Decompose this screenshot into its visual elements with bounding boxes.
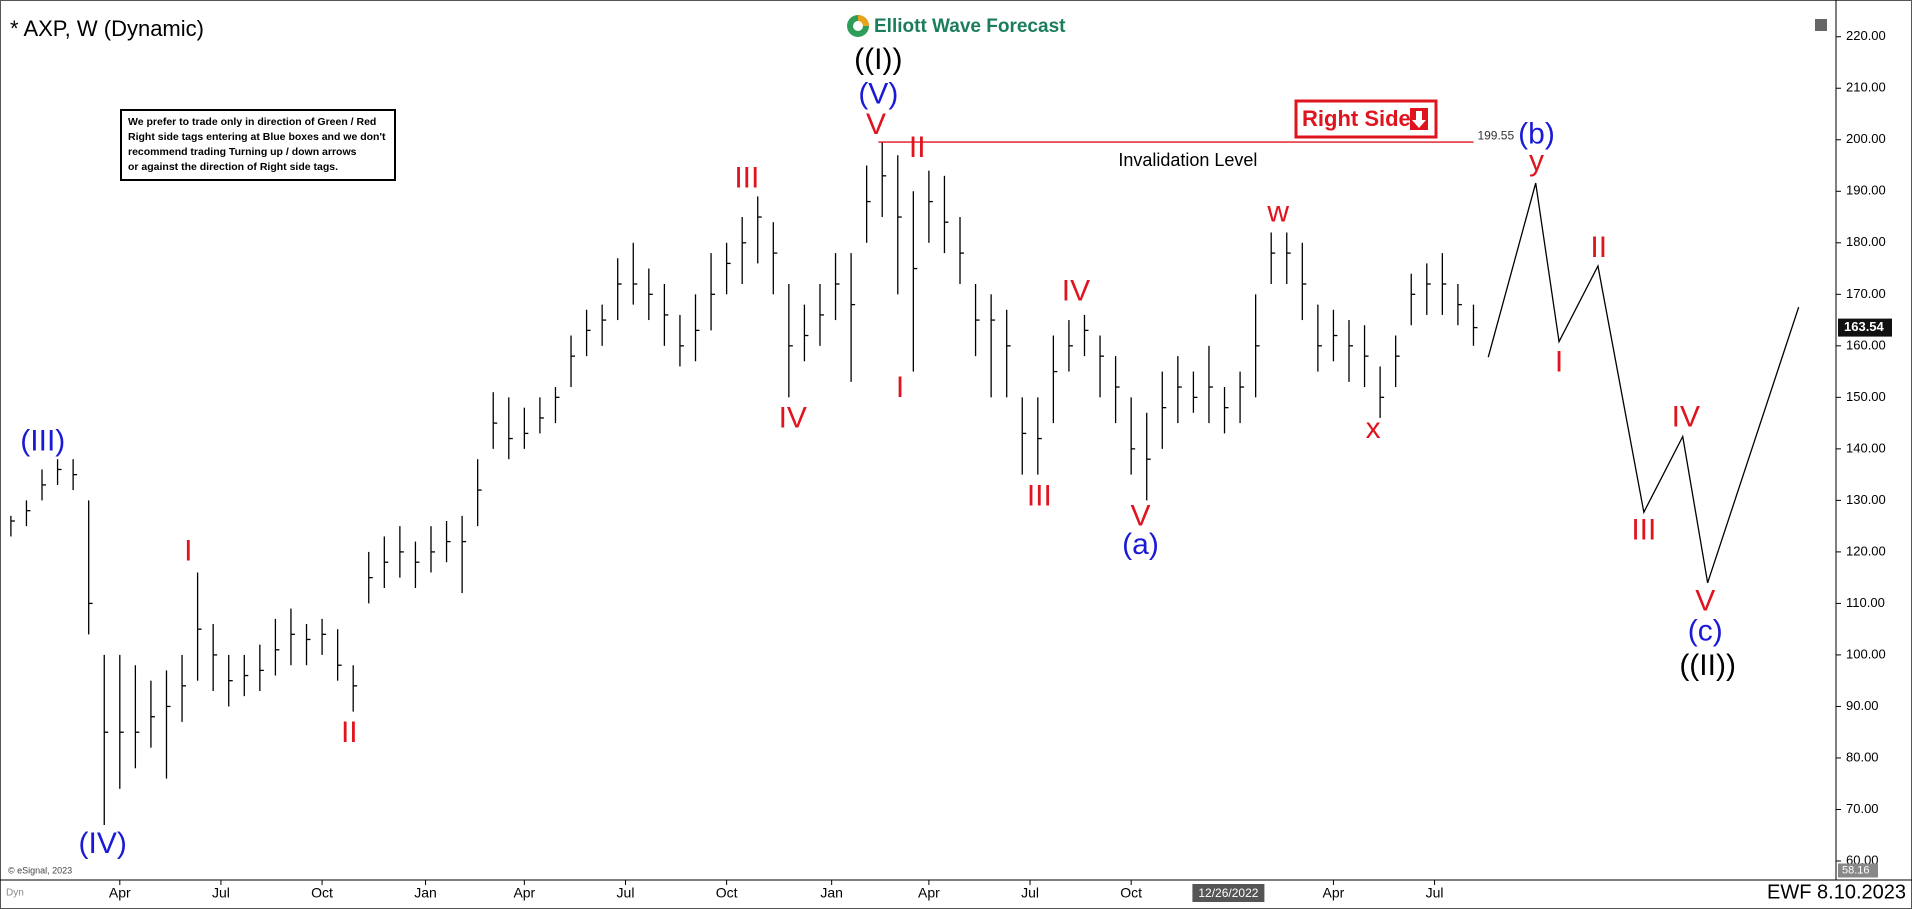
y-tick-label: 140.00: [1846, 440, 1886, 455]
y-tick-label: 170.00: [1846, 286, 1886, 301]
wave-label: V: [1695, 584, 1715, 617]
y-tick-label: 120.00: [1846, 543, 1886, 558]
y-tick-label: 200.00: [1846, 131, 1886, 146]
wave-label: ((I)): [854, 43, 902, 76]
copyright: © eSignal, 2023: [8, 865, 72, 875]
y-tick-label: 150.00: [1846, 389, 1886, 404]
corner-tag: Dyn: [6, 888, 24, 899]
right-side-tag: Right Side: [1294, 99, 1438, 139]
y-tick-label: 110.00: [1846, 595, 1885, 610]
wave-label: (V): [858, 77, 898, 110]
projection-path: [1487, 182, 1800, 584]
x-tick-label: Apr: [513, 885, 535, 901]
window-icon: [1815, 19, 1827, 31]
last-price: 163.54: [1844, 319, 1885, 334]
wave-label: II: [1590, 231, 1607, 264]
chart-title: * AXP, W (Dynamic): [10, 16, 204, 41]
wave-label: (b): [1518, 118, 1555, 151]
wave-label: III: [1027, 480, 1052, 513]
y-tick-label: 190.00: [1846, 183, 1886, 198]
note-line: recommend trading Turning up / down arro…: [128, 146, 357, 158]
x-tick-label: Apr: [918, 885, 940, 901]
logo: Elliott Wave Forecast: [847, 15, 1066, 37]
tag-arrow: [1412, 111, 1426, 128]
wave-label: IV: [1062, 275, 1090, 308]
y-tick-label: 210.00: [1846, 80, 1886, 95]
y-tick-label: 130.00: [1846, 492, 1886, 507]
logo-icon-center: [853, 21, 863, 31]
axis-marker-box: [1838, 863, 1878, 878]
y-tick-label: 220.00: [1846, 28, 1886, 43]
x-tick-label: Apr: [1323, 885, 1345, 901]
wave-label: (IV): [79, 827, 127, 860]
x-tick-label: Oct: [1120, 885, 1142, 901]
wave-label: V: [866, 108, 886, 141]
y-tick-label: 100.00: [1846, 646, 1886, 661]
tag-text: Right Side: [1302, 106, 1411, 131]
note-line: Right side tags entering at Blue boxes a…: [128, 131, 386, 143]
x-tick-label: Jul: [1021, 885, 1039, 901]
wave-label: IV: [779, 401, 807, 434]
wave-label: (III): [20, 425, 65, 458]
wave-label: w: [1266, 195, 1289, 228]
note-box: We prefer to trade only in direction of …: [120, 109, 396, 181]
y-tick-label: 180.00: [1846, 234, 1886, 249]
wave-label: y: [1529, 144, 1544, 177]
x-tick-label: Jan: [414, 885, 437, 901]
wave-label: I: [1555, 345, 1563, 378]
wave-label: I: [184, 534, 192, 567]
invalidation-value: 199.55: [1477, 128, 1514, 142]
crosshair-date-box: [1192, 884, 1265, 902]
wave-label: (a): [1122, 528, 1159, 561]
wave-label: I: [896, 371, 904, 404]
note-line: We prefer to trade only in direction of …: [128, 116, 376, 128]
wave-label: x: [1366, 412, 1381, 445]
y-tick-label: 160.00: [1846, 337, 1886, 352]
note-frame: [120, 109, 396, 181]
invalidation-label: Invalidation Level: [1118, 150, 1257, 170]
y-tick-label: 70.00: [1846, 801, 1879, 816]
x-tick-label: Jul: [1426, 885, 1444, 901]
y-tick-label: 90.00: [1846, 698, 1879, 713]
last-price-box: [1838, 318, 1892, 337]
wave-label: V: [1130, 499, 1150, 532]
wave-label: II: [909, 131, 926, 164]
x-tick-label: Oct: [716, 885, 738, 901]
wave-label: IV: [1672, 400, 1700, 433]
wave-label: (c): [1688, 615, 1723, 648]
note-line: or against the direction of Right side t…: [128, 161, 338, 173]
x-tick-label: Apr: [109, 885, 131, 901]
x-tick-label: Jan: [820, 885, 843, 901]
x-tick-label: Oct: [311, 885, 333, 901]
wave-label: ((II)): [1679, 649, 1736, 682]
x-tick-label: Jul: [212, 885, 230, 901]
wave-label: II: [341, 716, 358, 749]
y-tick-label: 80.00: [1846, 749, 1879, 764]
footer-date: EWF 8.10.2023: [1767, 881, 1906, 903]
crosshair-date: 12/26/2022: [1198, 886, 1258, 900]
axis-marker: 58.16: [1842, 864, 1870, 876]
wave-label: III: [1631, 514, 1656, 547]
x-tick-label: Jul: [617, 885, 635, 901]
logo-text: Elliott Wave Forecast: [874, 16, 1066, 37]
wave-label: III: [734, 161, 759, 194]
